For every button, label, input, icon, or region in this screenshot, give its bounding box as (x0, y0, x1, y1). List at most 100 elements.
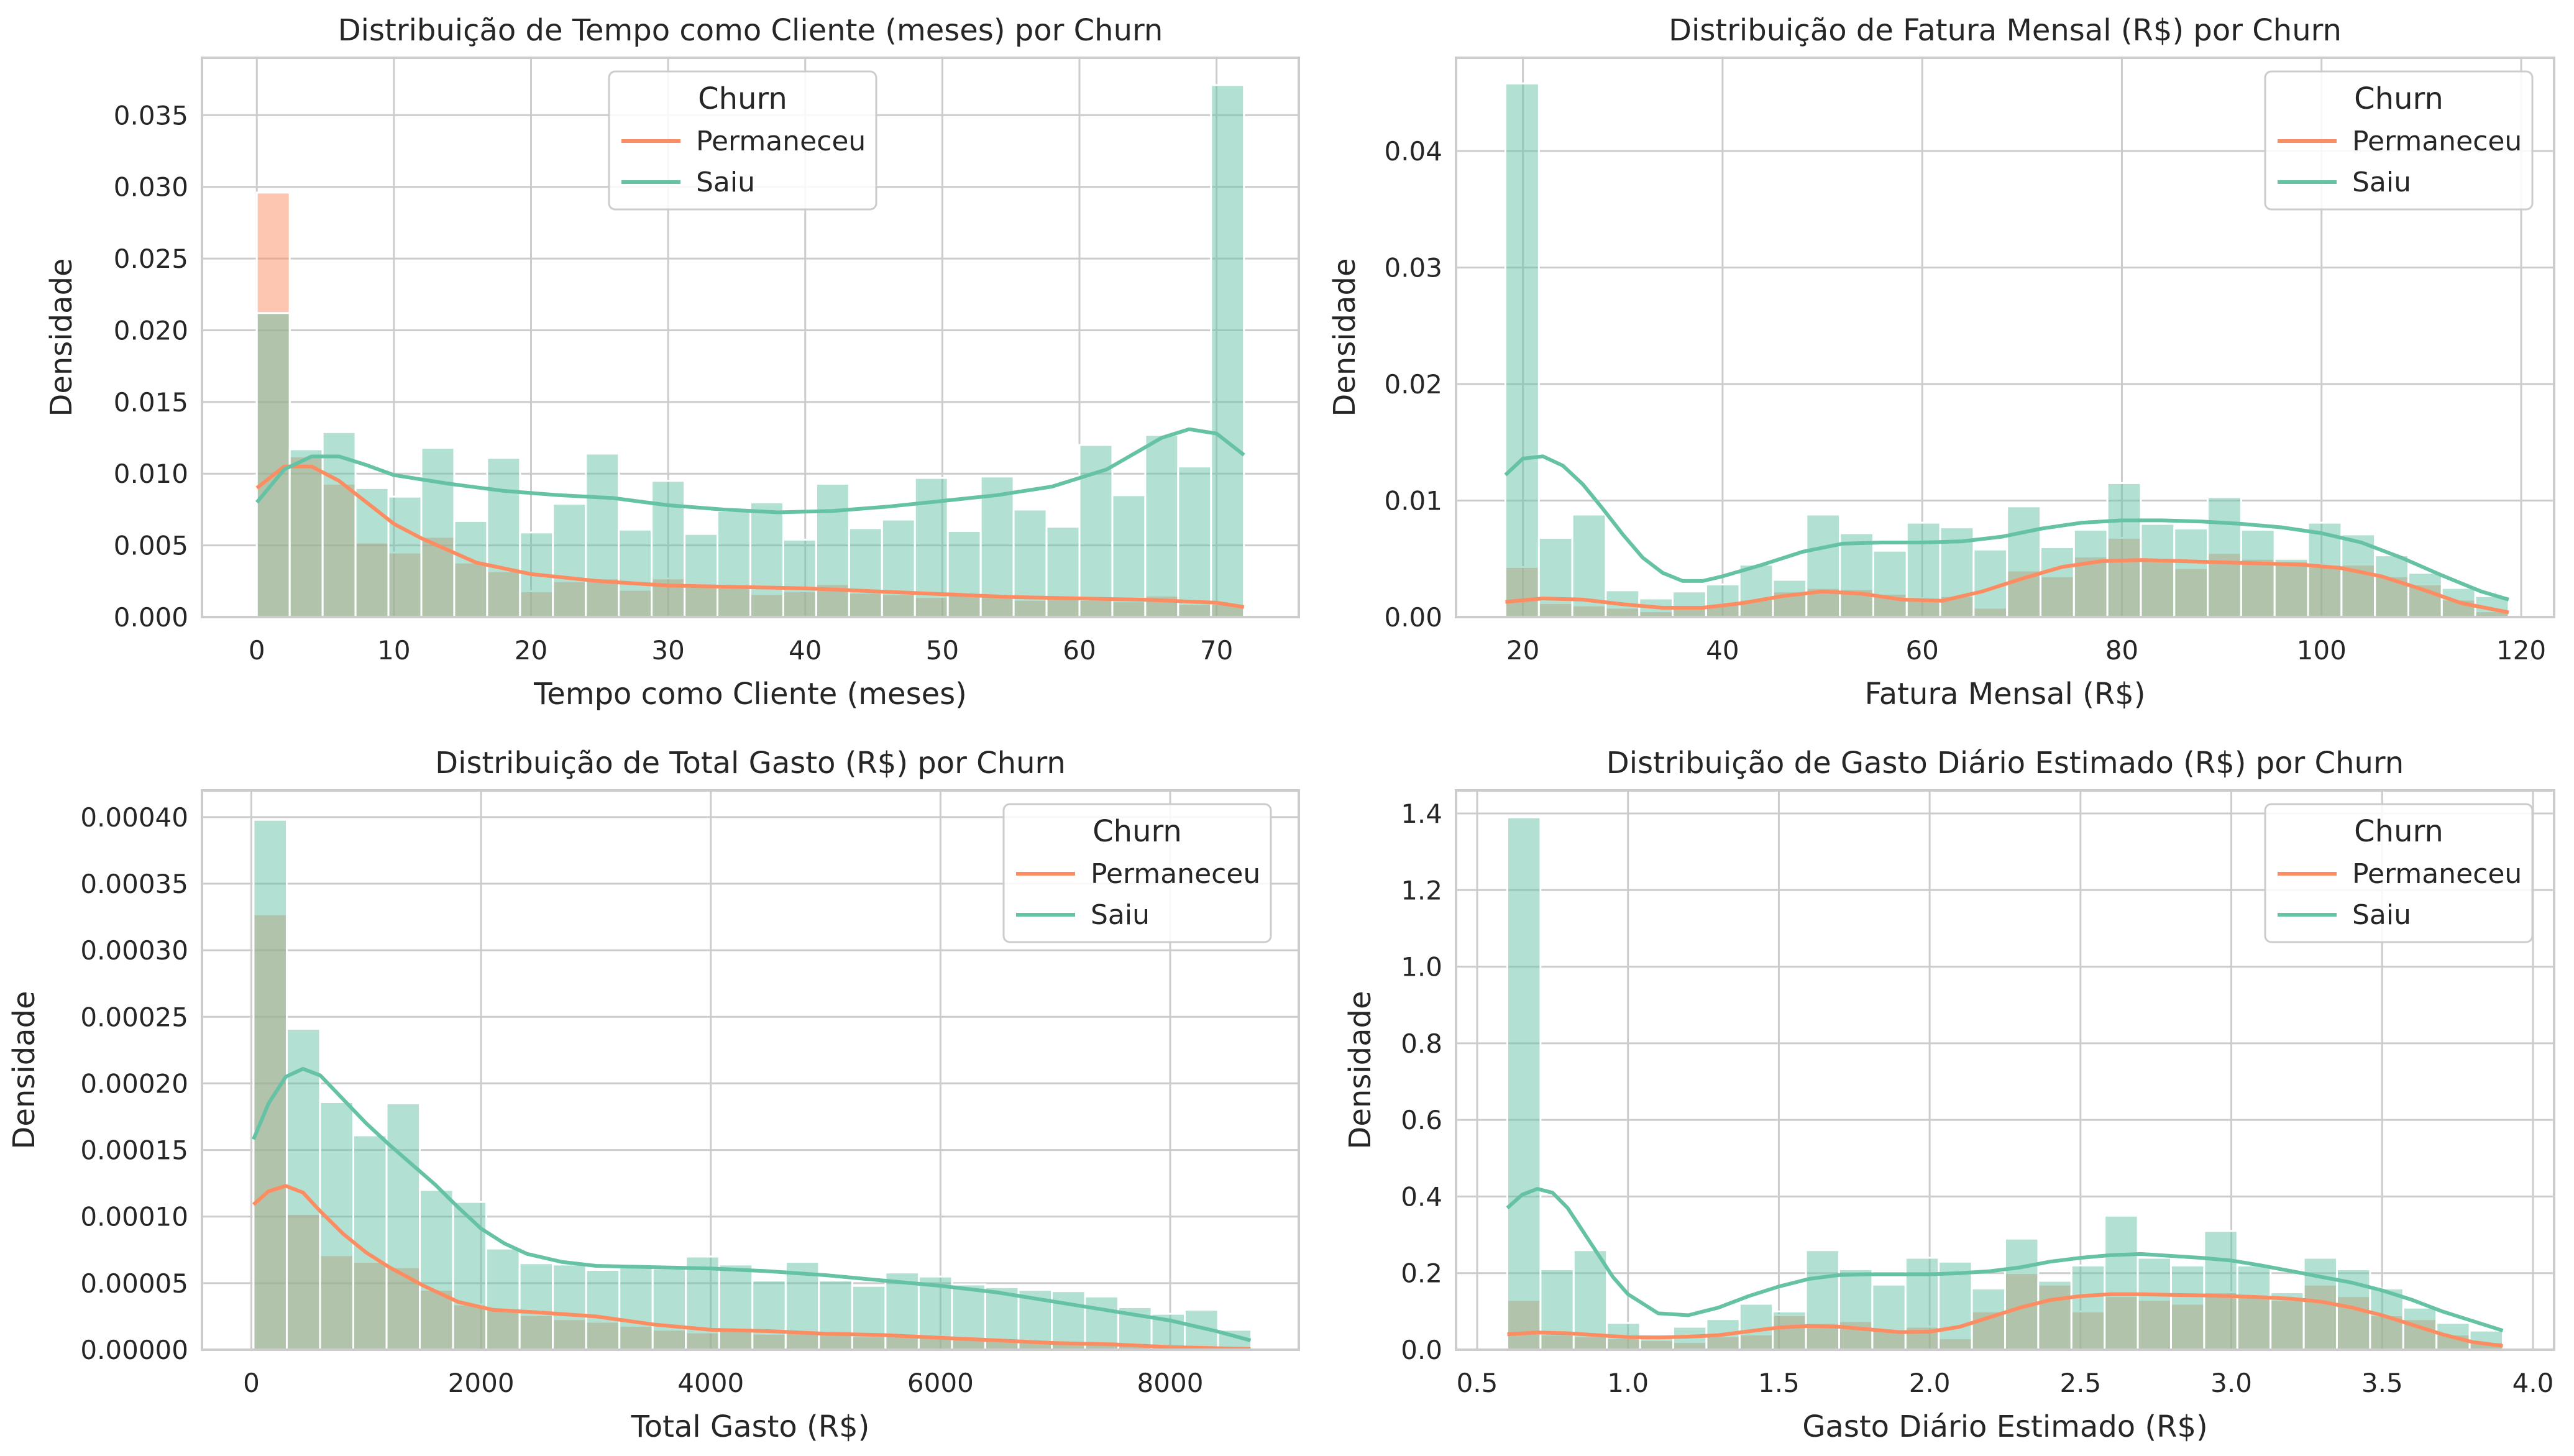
y-axis-label: Densidade (7, 991, 42, 1149)
kde-line-saiu (252, 1066, 1252, 1342)
x-tick-label: 30 (651, 635, 684, 666)
bar-saiu-1 (1539, 1268, 1575, 1351)
bar-saiu-13 (684, 533, 719, 618)
axes-frame (201, 789, 1300, 1351)
y-tick-label: 0.00040 (80, 802, 188, 833)
y-tick-label: 0.00 (1384, 602, 1442, 633)
x-tick-label: 60 (1905, 635, 1938, 666)
y-tick-label: 0.00025 (80, 1002, 188, 1032)
kde-line-saiu (1506, 1187, 2504, 1333)
chart-panel-4: 0.5 1.0 1.5 2.0 2.5 3.0 3.5 4.0 0.0 0.2 0.4 0.6 0.8 1… (1343, 746, 2555, 1444)
y-axis-label: Densidade (1327, 258, 1362, 416)
x-tick-label: 20 (1506, 635, 1539, 666)
bar-saiu-14 (717, 510, 752, 618)
x-tick-label: 70 (1200, 635, 1233, 666)
legend-label-saiu: Saiu (2352, 167, 2411, 198)
y-tick-label: 0.035 (114, 100, 188, 130)
x-axis-label: Fatura Mensal (R$) (1865, 677, 2146, 712)
bar-saiu-7 (485, 1247, 521, 1351)
x-tick-label: 0 (243, 1368, 260, 1398)
y-tick-label: 0.00000 (80, 1335, 188, 1365)
y-tick-label: 1.0 (1401, 952, 1442, 982)
y-tick-label: 0.8 (1401, 1028, 1442, 1059)
y-tick-label: 0.025 (114, 244, 188, 274)
bar-saiu-29 (1210, 84, 1245, 618)
x-tick-label: 2.5 (2059, 1368, 2101, 1398)
y-tick-label: 0.005 (114, 531, 188, 561)
kde-line-permaneceu (1505, 558, 2509, 615)
bar-saiu-8 (1772, 1310, 1807, 1351)
bar-saiu-22 (979, 475, 1015, 618)
y-axis-label: Densidade (1343, 991, 1378, 1149)
bar-saiu-17 (2072, 528, 2109, 618)
axes-frame (201, 57, 1300, 618)
legend-title: Churn (2354, 81, 2443, 116)
bar-saiu-4 (385, 1102, 421, 1351)
bar-saiu-0 (1505, 82, 1540, 618)
bar-saiu-21 (2207, 496, 2242, 618)
bar-saiu-4 (387, 495, 423, 618)
legend-label-permaneceu: Permaneceu (1091, 858, 1260, 890)
y-tick-label: 0.6 (1401, 1105, 1442, 1135)
x-tick-label: 8000 (1137, 1368, 1204, 1398)
y-tick-label: 0.015 (114, 387, 188, 418)
bar-saiu-0 (1506, 816, 1542, 1351)
bar-saiu-17 (815, 482, 850, 618)
legend-label-permaneceu: Permaneceu (2352, 126, 2522, 157)
bar-saiu-8 (518, 1262, 554, 1351)
bar-saiu-24 (1045, 526, 1081, 618)
x-tick-label: 0 (249, 635, 265, 666)
bar-saiu-19 (2140, 523, 2176, 618)
bar-saiu-25 (1084, 1295, 1120, 1351)
bar-saiu-11 (618, 1266, 654, 1351)
bar-saiu-20 (2169, 1264, 2205, 1351)
legend-label-permaneceu: Permaneceu (2352, 858, 2522, 890)
bar-saiu-11 (618, 528, 653, 618)
chart-panel-1: 0 10 20 30 40 50 60 70 0.000 0.005 0.010 0.015 0.020… (44, 13, 1300, 712)
bar-saiu-9 (552, 1263, 587, 1351)
bar-saiu-11 (1871, 1283, 1907, 1351)
bar-saiu-1 (1537, 537, 1573, 618)
y-tick-label: 0.4 (1401, 1181, 1442, 1212)
legend-label-saiu: Saiu (2352, 899, 2411, 931)
kde-line-permaneceu (1507, 1292, 2503, 1348)
x-tick-label: 20 (515, 635, 547, 666)
bar-saiu-9 (1805, 1249, 1841, 1351)
bar-saiu-12 (651, 480, 686, 618)
kde-line-saiu (1504, 454, 2509, 602)
legend-label-saiu: Saiu (696, 167, 755, 198)
y-tick-label: 0.000 (114, 602, 188, 633)
x-tick-label: 80 (2105, 635, 2138, 666)
bar-saiu-15 (751, 1280, 787, 1351)
x-tick-label: 40 (789, 635, 822, 666)
y-tick-label: 0.010 (114, 459, 188, 489)
bar-saiu-17 (818, 1280, 853, 1351)
x-tick-label: 100 (2297, 635, 2347, 666)
bar-saiu-15 (2004, 1237, 2040, 1351)
axes-frame (1455, 57, 2555, 618)
bar-saiu-9 (552, 503, 587, 618)
bar-saiu-18 (851, 1284, 887, 1351)
y-tick-label: 0.00010 (80, 1202, 188, 1232)
kde-line-permaneceu (252, 1184, 1251, 1351)
x-axis-label: Gasto Diário Estimado (R$) (1802, 1409, 2208, 1444)
x-axis-label: Total Gasto (R$) (631, 1409, 870, 1444)
x-tick-label: 50 (926, 635, 959, 666)
x-axis-label: Tempo como Cliente (meses) (533, 677, 967, 712)
bar-saiu-15 (2006, 505, 2042, 618)
kde-line-permaneceu (255, 464, 1245, 609)
y-tick-label: 0.00015 (80, 1135, 188, 1166)
bar-saiu-22 (2240, 528, 2276, 618)
y-tick-label: 0.04 (1384, 136, 1442, 167)
bar-saiu-10 (1839, 532, 1874, 618)
chart-panel-3: 0 2000 4000 6000 8000 0.00000 0.00005 0.00010 0.… (7, 746, 1300, 1444)
bar-saiu-18 (848, 527, 883, 618)
chart-title: Distribuição de Tempo como Cliente (mese… (338, 13, 1163, 48)
bar-saiu-16 (782, 538, 817, 618)
bar-saiu-3 (352, 1134, 388, 1351)
y-tick-label: 0.030 (114, 172, 188, 203)
x-tick-label: 1.5 (1758, 1368, 1800, 1398)
bar-saiu-12 (1905, 521, 1941, 618)
bar-saiu-5 (1672, 590, 1707, 618)
bar-saiu-2 (321, 431, 357, 618)
